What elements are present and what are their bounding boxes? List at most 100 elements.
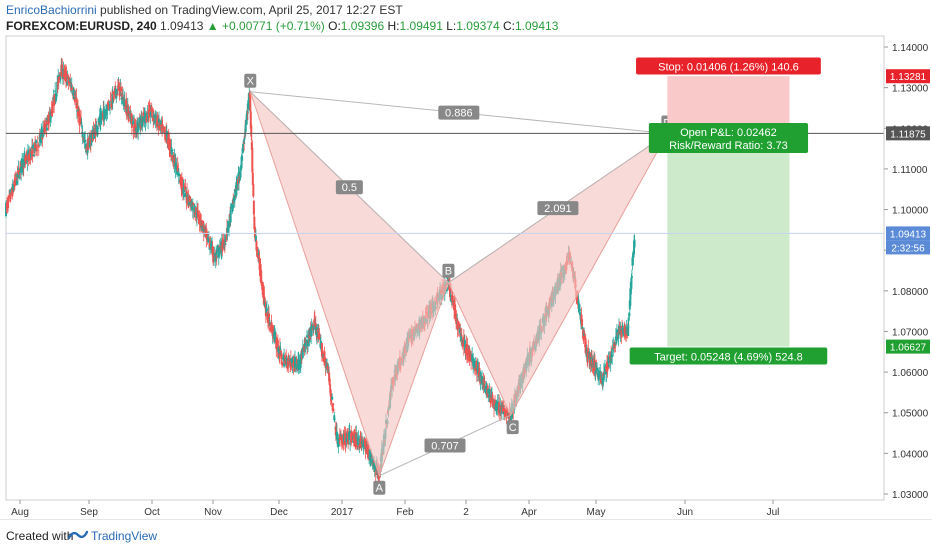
candle bbox=[473, 360, 476, 369]
candle bbox=[255, 241, 258, 251]
candle bbox=[175, 164, 178, 171]
candle bbox=[193, 205, 196, 215]
candle bbox=[329, 384, 332, 386]
candle bbox=[586, 349, 589, 359]
candle bbox=[358, 443, 361, 447]
candle bbox=[481, 378, 484, 384]
candle bbox=[122, 104, 125, 106]
candle bbox=[457, 321, 460, 325]
candle bbox=[286, 366, 289, 368]
candle bbox=[18, 177, 21, 179]
candle bbox=[230, 207, 233, 209]
candle bbox=[489, 394, 492, 403]
candle bbox=[149, 106, 152, 114]
candle bbox=[139, 118, 142, 127]
candle bbox=[106, 104, 109, 111]
stop-label-text: Stop: 0.01406 (1.26%) 140.6 bbox=[658, 62, 799, 74]
candle bbox=[257, 254, 260, 259]
high-value: 1.09491 bbox=[399, 19, 443, 33]
candle bbox=[87, 139, 90, 150]
candle bbox=[185, 192, 188, 197]
candle bbox=[263, 302, 266, 307]
candle bbox=[290, 358, 293, 362]
candle bbox=[254, 235, 257, 243]
candle bbox=[292, 356, 295, 364]
candle bbox=[366, 444, 369, 446]
candle bbox=[102, 109, 105, 121]
candle bbox=[87, 138, 90, 144]
candle bbox=[78, 114, 81, 126]
candle bbox=[578, 309, 581, 311]
candle bbox=[198, 214, 201, 224]
author-link[interactable]: EnricoBachiorrini bbox=[6, 3, 97, 17]
candle bbox=[26, 152, 29, 156]
candle bbox=[147, 116, 150, 121]
tradingview-brand[interactable]: TradingView bbox=[91, 529, 158, 543]
candle bbox=[141, 117, 144, 123]
candle bbox=[460, 335, 463, 337]
candle bbox=[365, 440, 368, 454]
candle bbox=[488, 389, 491, 398]
symbol-name[interactable]: FOREXCOM:EURUSD, 240 bbox=[6, 19, 157, 33]
candle bbox=[220, 252, 223, 254]
candle bbox=[248, 93, 251, 98]
candle bbox=[456, 320, 459, 329]
candle bbox=[56, 83, 59, 86]
ratio-label-bg bbox=[335, 180, 363, 195]
candle bbox=[590, 358, 593, 364]
candle bbox=[320, 343, 323, 357]
candle bbox=[113, 90, 116, 94]
candle bbox=[58, 76, 61, 80]
candle bbox=[32, 145, 35, 149]
close-value: 1.09413 bbox=[515, 19, 559, 33]
candle bbox=[35, 146, 38, 151]
low-value: 1.09374 bbox=[456, 19, 500, 33]
candle bbox=[80, 119, 83, 125]
candle bbox=[221, 240, 224, 247]
x-tick-label: Feb bbox=[396, 507, 414, 518]
candle bbox=[621, 325, 624, 328]
candle bbox=[311, 324, 314, 328]
candle bbox=[610, 351, 613, 358]
candle bbox=[151, 115, 154, 117]
candle bbox=[67, 75, 70, 77]
candle bbox=[446, 277, 449, 280]
candle bbox=[160, 124, 163, 127]
tradingview-logo-icon[interactable] bbox=[68, 528, 88, 542]
candle bbox=[71, 88, 74, 90]
candle bbox=[45, 120, 48, 130]
candle bbox=[243, 142, 246, 144]
pnl-label-text: Open P&L: 0.02462 bbox=[680, 127, 777, 139]
candle bbox=[291, 358, 294, 362]
candle bbox=[120, 97, 123, 100]
candle bbox=[623, 325, 626, 328]
candle bbox=[487, 388, 490, 394]
candle bbox=[170, 147, 173, 154]
candle bbox=[44, 129, 47, 131]
candle bbox=[227, 221, 230, 223]
candle bbox=[189, 199, 192, 202]
candle bbox=[216, 249, 219, 253]
candle bbox=[61, 64, 64, 76]
ratio-label-bg bbox=[424, 438, 466, 453]
candle bbox=[474, 361, 477, 368]
candle bbox=[160, 122, 163, 124]
candle bbox=[251, 147, 254, 173]
y-tick-label: 1.04000 bbox=[892, 449, 929, 460]
candle bbox=[500, 407, 503, 414]
candle bbox=[74, 96, 77, 100]
candle bbox=[305, 335, 308, 338]
candle bbox=[81, 131, 84, 137]
candle bbox=[327, 370, 330, 372]
candle bbox=[349, 431, 352, 434]
candle bbox=[150, 112, 153, 114]
candle bbox=[9, 197, 12, 199]
candle bbox=[117, 82, 120, 91]
candle bbox=[630, 276, 633, 279]
candle bbox=[260, 270, 263, 284]
candle bbox=[321, 352, 324, 354]
candle bbox=[310, 326, 313, 337]
ratio-label-bg bbox=[537, 201, 579, 216]
candle bbox=[224, 243, 227, 245]
